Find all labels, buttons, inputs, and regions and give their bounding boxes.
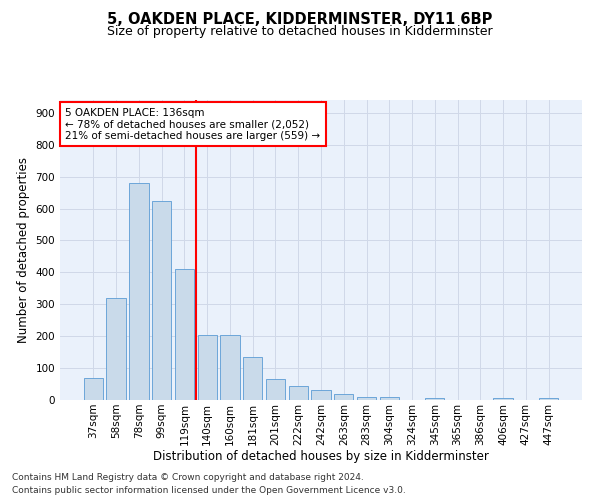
Text: Contains public sector information licensed under the Open Government Licence v3: Contains public sector information licen… — [12, 486, 406, 495]
Bar — [425, 398, 445, 400]
Bar — [357, 397, 376, 400]
Bar — [84, 378, 103, 400]
Bar — [311, 390, 331, 400]
Y-axis label: Number of detached properties: Number of detached properties — [17, 157, 30, 343]
Text: Contains HM Land Registry data © Crown copyright and database right 2024.: Contains HM Land Registry data © Crown c… — [12, 474, 364, 482]
Text: 5, OAKDEN PLACE, KIDDERMINSTER, DY11 6BP: 5, OAKDEN PLACE, KIDDERMINSTER, DY11 6BP — [107, 12, 493, 28]
Bar — [152, 200, 172, 400]
Text: 5 OAKDEN PLACE: 136sqm
← 78% of detached houses are smaller (2,052)
21% of semi-: 5 OAKDEN PLACE: 136sqm ← 78% of detached… — [65, 108, 320, 140]
Bar — [129, 183, 149, 400]
Text: Size of property relative to detached houses in Kidderminster: Size of property relative to detached ho… — [107, 25, 493, 38]
Bar — [175, 269, 194, 400]
Bar — [220, 334, 239, 400]
Bar — [289, 386, 308, 400]
Bar — [243, 357, 262, 400]
Bar — [106, 298, 126, 400]
Bar — [493, 398, 513, 400]
Bar — [266, 380, 285, 400]
Bar — [539, 398, 558, 400]
Bar — [334, 394, 353, 400]
Bar — [380, 397, 399, 400]
X-axis label: Distribution of detached houses by size in Kidderminster: Distribution of detached houses by size … — [153, 450, 489, 464]
Bar — [197, 334, 217, 400]
